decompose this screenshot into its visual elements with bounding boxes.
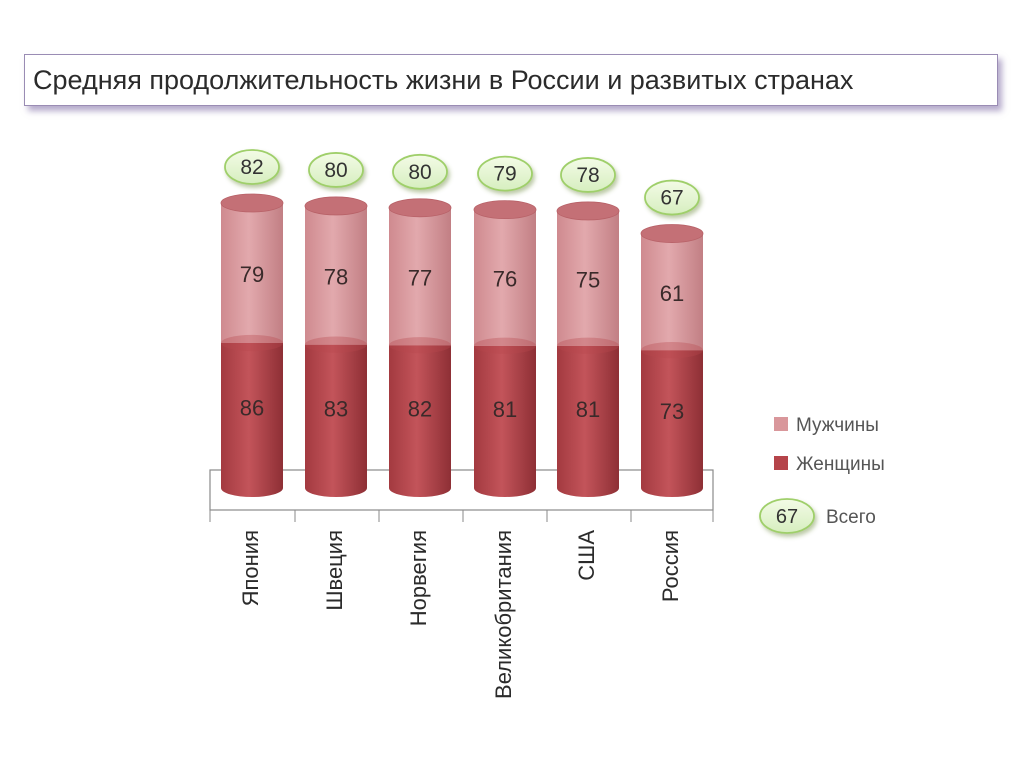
data-label-men: 77 bbox=[408, 266, 432, 291]
bar-segment-joint bbox=[474, 337, 536, 354]
bar-women-base bbox=[305, 479, 367, 497]
bar-women-base bbox=[641, 479, 703, 497]
category-label: Норвегия bbox=[406, 530, 431, 626]
data-label-men: 78 bbox=[324, 264, 348, 289]
data-label-men: 61 bbox=[660, 281, 684, 306]
bar-group bbox=[304, 196, 368, 497]
data-label-total: 67 bbox=[660, 187, 683, 210]
category-label: Япония bbox=[238, 530, 263, 606]
bar-women-base bbox=[474, 479, 536, 497]
data-label-women: 82 bbox=[408, 397, 432, 422]
bar-top-cap bbox=[220, 193, 284, 213]
total-badge bbox=[560, 157, 616, 193]
legend-label-men: Мужчины bbox=[796, 415, 879, 436]
bar-segment-joint bbox=[305, 336, 367, 353]
bar-women-base bbox=[221, 479, 283, 497]
category-label: США bbox=[574, 530, 599, 581]
total-badge bbox=[392, 153, 448, 190]
bar-women bbox=[557, 345, 619, 488]
data-label-women: 81 bbox=[493, 397, 517, 422]
bar-segment-joint bbox=[389, 337, 451, 354]
legend-swatch-men bbox=[774, 417, 788, 431]
chart-floor bbox=[209, 469, 714, 511]
bar-women bbox=[221, 343, 283, 488]
bar-segment-joint bbox=[641, 342, 703, 359]
data-label-total: 79 bbox=[493, 163, 516, 186]
data-label-men: 79 bbox=[240, 262, 264, 287]
bar-men bbox=[474, 209, 536, 346]
data-label-women: 73 bbox=[660, 399, 684, 424]
data-label-total: 80 bbox=[408, 161, 431, 184]
bar-top-cap bbox=[473, 200, 537, 220]
legend-swatch-women bbox=[774, 456, 788, 470]
category-label: Россия bbox=[658, 530, 683, 602]
data-label-women: 83 bbox=[324, 396, 348, 421]
bar-men bbox=[305, 205, 367, 345]
bar-men bbox=[389, 207, 451, 346]
bar-women-base bbox=[389, 479, 451, 497]
bar-men bbox=[641, 233, 703, 351]
bar-women bbox=[389, 345, 451, 488]
bar-group bbox=[473, 200, 537, 497]
chart-title: Средняя продолжительность жизни в России… bbox=[33, 64, 854, 95]
bar-group bbox=[220, 193, 284, 497]
total-badge bbox=[644, 179, 700, 216]
data-label-women: 81 bbox=[576, 397, 600, 422]
legend-label-women: Женщины bbox=[796, 454, 885, 475]
data-label-total: 80 bbox=[324, 159, 347, 182]
bar-segment-joint bbox=[557, 337, 619, 354]
total-badge bbox=[308, 152, 364, 188]
data-label-women: 86 bbox=[240, 396, 264, 421]
bar-segment-joint bbox=[221, 334, 283, 352]
data-label-men: 76 bbox=[493, 267, 517, 292]
bar-top-cap bbox=[388, 198, 452, 218]
bar-women bbox=[305, 344, 367, 488]
bar-group bbox=[388, 198, 452, 497]
title-box: Средняя продолжительность жизни в России… bbox=[24, 54, 998, 106]
bar-men bbox=[557, 210, 619, 346]
legend: Мужчины Женщины 67 Всего bbox=[759, 415, 885, 534]
total-badge bbox=[224, 149, 280, 185]
category-label: Швеция bbox=[322, 530, 347, 611]
bar-top-cap bbox=[556, 201, 620, 221]
bar-women bbox=[474, 345, 536, 488]
bar-top-cap bbox=[640, 224, 704, 243]
legend-total-sample: 67 bbox=[776, 506, 798, 528]
bar-top-cap bbox=[304, 196, 368, 216]
category-label: Великобритания bbox=[491, 530, 516, 699]
data-label-men: 75 bbox=[576, 267, 600, 292]
bar-group bbox=[556, 201, 620, 497]
total-badge bbox=[477, 155, 533, 192]
data-label-total: 78 bbox=[576, 164, 599, 187]
data-label-total: 82 bbox=[240, 156, 263, 179]
bar-men bbox=[221, 203, 283, 343]
bar-women-base bbox=[557, 479, 619, 497]
bar-women bbox=[641, 350, 703, 488]
bar-group bbox=[640, 224, 704, 497]
legend-total-badge bbox=[759, 498, 815, 534]
legend-label-total: Всего bbox=[826, 507, 876, 528]
